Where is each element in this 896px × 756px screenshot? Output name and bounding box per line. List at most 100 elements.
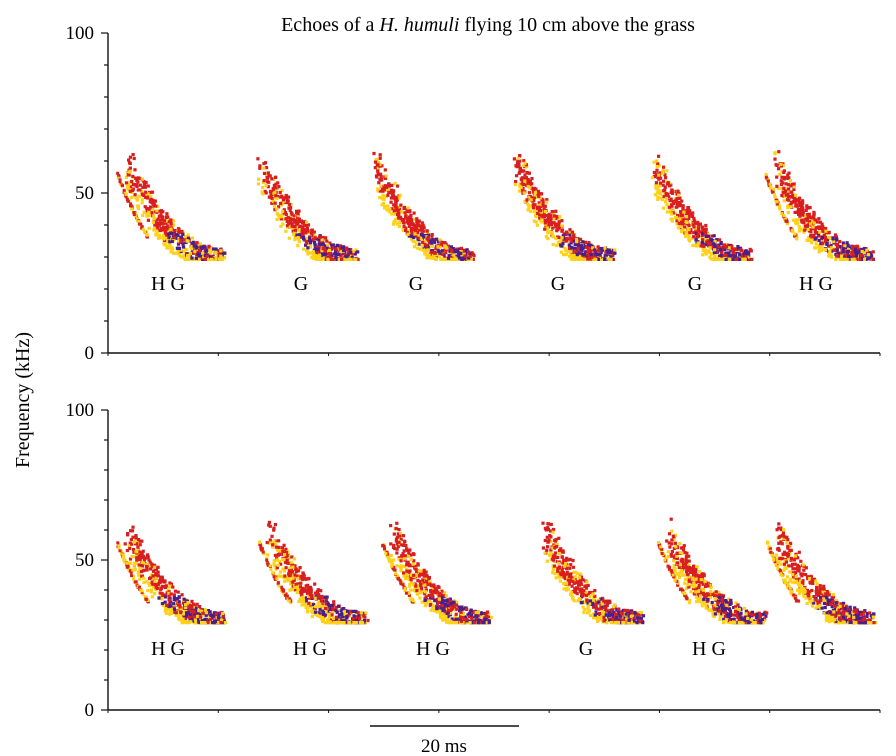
- spectrogram-dot: [132, 156, 136, 161]
- spectrogram-dot: [654, 183, 658, 187]
- spectrogram-dot: [324, 609, 328, 613]
- spectrogram-dot: [442, 594, 446, 598]
- spectrogram-dot: [145, 562, 149, 566]
- spectrogram-dot: [540, 203, 544, 208]
- spectrogram-dot: [779, 186, 783, 190]
- spectrogram-dot: [340, 245, 344, 249]
- spectrogram-dot: [317, 238, 321, 242]
- spectrogram-dot: [434, 256, 438, 260]
- spectrogram-dot: [722, 253, 726, 257]
- spectrogram-dot: [296, 213, 300, 218]
- spectrogram-dot: [143, 185, 147, 189]
- spectrogram-dot: [288, 588, 292, 592]
- spectrogram-dot: [169, 227, 173, 231]
- spectrogram-dot: [534, 220, 538, 224]
- spectrogram-dot: [214, 257, 218, 261]
- spectrogram-dot: [126, 533, 130, 537]
- spectrogram-dot: [830, 249, 834, 253]
- spectrogram-dot: [694, 238, 698, 242]
- spectrogram-dot: [723, 247, 727, 251]
- spectrogram-dot: [844, 246, 848, 250]
- spectrogram-dot: [378, 163, 382, 167]
- spectrogram-dot: [286, 577, 290, 581]
- spectrogram-dot: [441, 612, 445, 616]
- spectrogram-dot: [579, 247, 583, 251]
- spectrogram-dot: [462, 618, 466, 623]
- spectrogram-dot: [588, 245, 592, 249]
- spectrogram-dot: [261, 185, 265, 190]
- spectrogram-dot: [165, 244, 170, 248]
- spectrogram-dot: [154, 219, 158, 223]
- spectrogram-dot: [584, 245, 588, 249]
- spectrogram-dot: [184, 605, 188, 609]
- spectrogram-dot: [322, 612, 326, 616]
- spectrogram-dot: [556, 228, 560, 232]
- spectrogram-dot: [156, 570, 160, 574]
- echo-streak-dot: [764, 175, 768, 179]
- spectrogram-dot: [437, 255, 441, 259]
- spectrogram-dot: [436, 240, 441, 244]
- spectrogram-dot: [293, 585, 297, 589]
- spectrogram-dot: [684, 215, 689, 219]
- echo-streak-dot: [261, 550, 265, 554]
- echo-streak-dot: [770, 189, 774, 193]
- spectrogram-dot: [569, 230, 573, 234]
- spectrogram-dot: [320, 238, 324, 242]
- spectrogram-dot: [169, 592, 173, 596]
- spectrogram-dot: [574, 256, 579, 260]
- spectrogram-dot: [197, 254, 201, 258]
- spectrogram-dot: [523, 179, 527, 183]
- spectrogram-dot: [433, 609, 437, 613]
- spectrogram-dot: [670, 219, 674, 223]
- spectrogram-dot: [188, 251, 192, 256]
- spectrogram-dot: [747, 253, 751, 257]
- spectrogram-dot: [422, 235, 426, 239]
- spectrogram-dot: [293, 231, 297, 235]
- spectrogram-dot: [141, 213, 145, 218]
- spectrogram-dot: [306, 589, 310, 593]
- spectrogram-dot: [299, 591, 303, 595]
- spectrogram-dot: [442, 257, 446, 261]
- spectrogram-dot: [807, 220, 812, 224]
- spectrogram-dot: [151, 576, 155, 580]
- spectrogram-dot: [800, 199, 805, 203]
- spectrogram-dot: [376, 187, 380, 191]
- spectrogram-dot: [397, 528, 401, 532]
- spectrogram-dot: [159, 577, 163, 581]
- spectrogram-dot: [298, 597, 302, 601]
- spectrogram-dot: [347, 247, 351, 252]
- spectrogram-dot: [844, 253, 848, 257]
- spectrogram-dot: [419, 224, 423, 228]
- echo-streak-dot: [122, 188, 126, 192]
- echo-streak-dot: [399, 580, 403, 584]
- spectrogram-dot: [167, 605, 171, 609]
- spectrogram-dot: [172, 232, 177, 236]
- echo-streak-dot: [390, 564, 394, 568]
- spectrogram-dot: [160, 226, 164, 230]
- spectrogram-dot: [408, 553, 412, 557]
- spectrogram-dot: [185, 257, 190, 261]
- spectrogram-dot: [440, 242, 444, 246]
- spectrogram-dot: [284, 551, 288, 555]
- spectrogram-dot: [576, 246, 580, 250]
- spectrogram-dot: [580, 252, 584, 257]
- spectrogram-dot: [733, 247, 737, 251]
- spectrogram-dot: [205, 248, 209, 252]
- spectrogram-dot: [294, 567, 298, 571]
- spectrogram-dot: [539, 209, 543, 213]
- spectrogram-dot: [358, 616, 362, 620]
- y-tick-label: 0: [85, 343, 95, 364]
- spectrogram-dot: [407, 224, 411, 228]
- spectrogram-dot: [138, 566, 142, 570]
- spectrogram-dot: [176, 246, 180, 250]
- spectrogram-dot: [561, 234, 565, 238]
- spectrogram-dot: [387, 210, 391, 214]
- spectrogram-dot: [167, 602, 171, 606]
- spectrogram-dot: [571, 255, 575, 259]
- spectrogram-dot: [658, 189, 662, 193]
- spectrogram-dot: [155, 230, 159, 235]
- spectrogram-dot: [412, 245, 416, 249]
- spectrogram-dot: [387, 184, 391, 188]
- spectrogram-dot: [135, 556, 139, 560]
